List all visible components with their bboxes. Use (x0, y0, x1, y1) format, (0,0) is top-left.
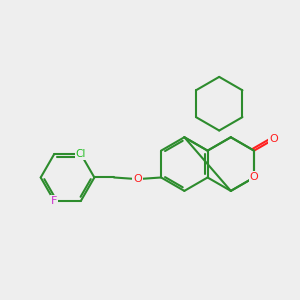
Text: F: F (51, 196, 57, 206)
Text: O: O (269, 134, 278, 144)
Text: O: O (250, 172, 258, 182)
Text: Cl: Cl (76, 149, 86, 159)
Text: O: O (133, 174, 142, 184)
